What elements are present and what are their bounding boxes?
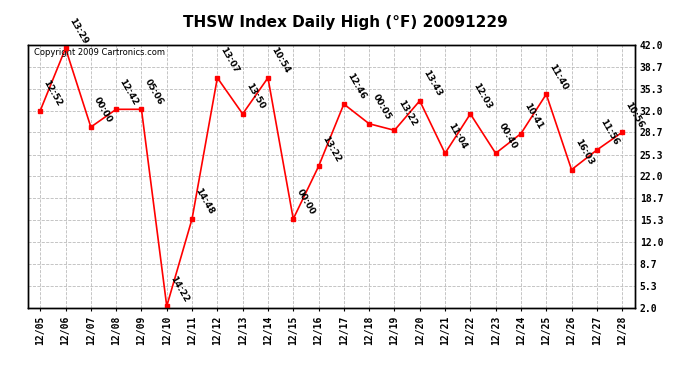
Text: 14:48: 14:48 [193,187,216,216]
Text: 00:40: 00:40 [497,122,519,150]
Text: 10:56: 10:56 [624,100,646,129]
Text: 11:40: 11:40 [548,62,570,92]
Text: 13:43: 13:43 [421,69,443,98]
Text: 00:05: 00:05 [371,92,393,121]
Text: 11:56: 11:56 [598,118,620,147]
Text: THSW Index Daily High (°F) 20091229: THSW Index Daily High (°F) 20091229 [183,15,507,30]
Text: 14:22: 14:22 [168,274,190,303]
Text: 13:22: 13:22 [320,134,342,164]
Text: 13:50: 13:50 [244,82,266,111]
Text: 10:41: 10:41 [522,102,544,131]
Text: 05:06: 05:06 [143,78,165,106]
Text: 12:03: 12:03 [472,82,494,111]
Text: 12:52: 12:52 [41,78,63,108]
Text: 13:29: 13:29 [67,16,89,45]
Text: 13:22: 13:22 [396,98,418,128]
Text: 11:04: 11:04 [446,121,469,150]
Text: 10:54: 10:54 [269,46,291,75]
Text: 12:46: 12:46 [345,72,367,101]
Text: 16:03: 16:03 [573,138,595,167]
Text: Copyright 2009 Cartronics.com: Copyright 2009 Cartronics.com [34,48,165,57]
Text: 12:42: 12:42 [117,77,139,106]
Text: 00:00: 00:00 [295,187,317,216]
Text: 00:00: 00:00 [92,95,114,124]
Text: 13:07: 13:07 [219,46,241,75]
